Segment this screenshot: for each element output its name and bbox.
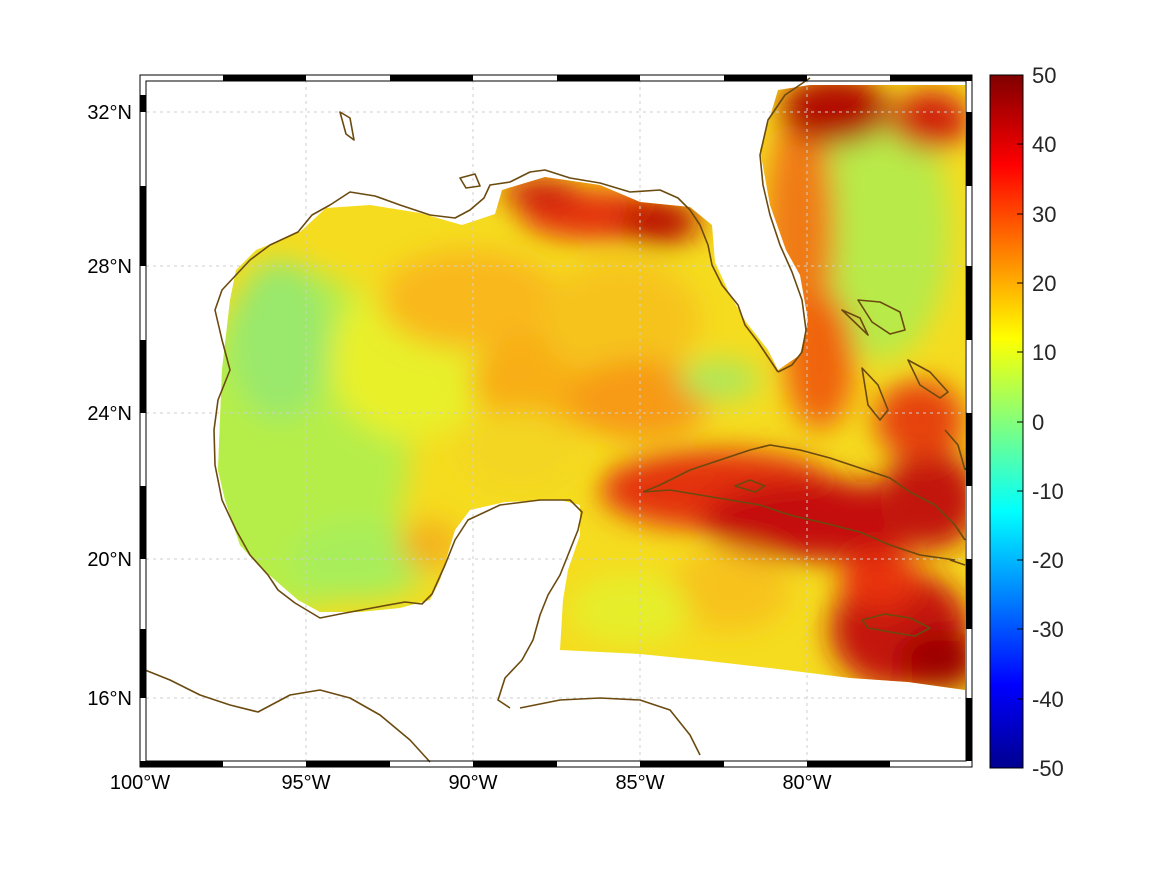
colorbar-label-neg10: -10 (1032, 479, 1064, 504)
lon-label-95w: 95°W (281, 772, 330, 794)
coast-islands-north (339, 111, 481, 189)
colorbar-label-0: 0 (1032, 410, 1044, 435)
colorbar-label-neg20: -20 (1032, 548, 1064, 573)
coast-honduras (519, 697, 701, 756)
map-frame (139, 74, 973, 768)
lat-label-28n: 28°N (87, 256, 132, 278)
colorbar-label-20: 20 (1032, 271, 1056, 296)
colorbar-label-neg40: -40 (1032, 687, 1064, 712)
colorbar-label-40: 40 (1032, 132, 1056, 157)
graticule (146, 80, 968, 762)
coastlines (139, 77, 966, 763)
coast-gulf-mexico-north (329, 169, 779, 373)
colorbar-label-50: 50 (1032, 63, 1056, 88)
coast-cuba-isla (734, 479, 766, 493)
sea-level-field (218, 85, 965, 690)
lon-label-90w: 90°W (448, 772, 497, 794)
coast-florida-east (759, 77, 811, 373)
longitude-labels: 100°W 95°W 90°W 85°W 80°W (110, 772, 832, 794)
lon-label-85w: 85°W (615, 772, 664, 794)
coast-hispaniola (944, 429, 966, 566)
colorbar-label-10: 10 (1032, 340, 1056, 365)
lon-label-80w: 80°W (782, 772, 831, 794)
coast-jamaica (861, 613, 931, 637)
coast-bahamas (841, 299, 949, 421)
lat-label-24n: 24°N (87, 403, 132, 425)
coast-gulf-mexico-west (213, 204, 583, 709)
coast-cuba (642, 444, 966, 561)
colorbar-label-neg30: -30 (1032, 617, 1064, 642)
coast-central-america (139, 667, 431, 763)
colorbar: 50 40 30 20 10 0 -10 -20 -30 -40 -50 (989, 63, 1064, 781)
colorbar-label-30: 30 (1032, 202, 1056, 227)
lat-label-32n: 32°N (87, 102, 132, 124)
colorbar-ticks (1017, 74, 1023, 769)
lon-label-100w: 100°W (110, 772, 170, 794)
latitude-labels: 32°N 28°N 24°N 20°N 16°N (87, 102, 132, 710)
colorbar-label-neg50: -50 (1032, 756, 1064, 781)
lat-label-20n: 20°N (87, 549, 132, 571)
lat-label-16n: 16°N (87, 688, 132, 710)
